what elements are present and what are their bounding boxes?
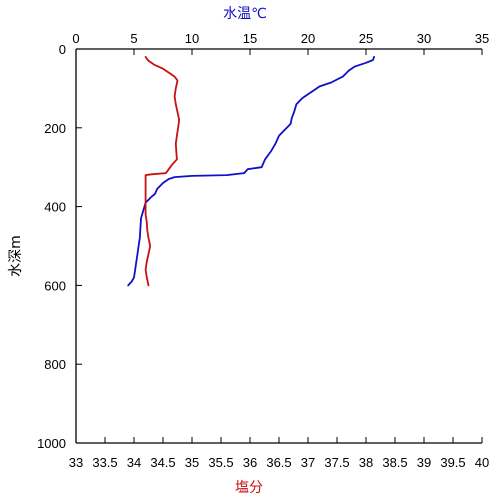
top-tick-label: 15 bbox=[243, 31, 257, 46]
top-axis-title: 水温℃ bbox=[223, 6, 267, 22]
y-tick-label: 0 bbox=[59, 42, 66, 57]
temperature-line bbox=[127, 56, 375, 287]
top-tick-label: 25 bbox=[359, 31, 373, 46]
top-tick-label: 0 bbox=[72, 31, 79, 46]
bottom-tick-label: 38.5 bbox=[382, 455, 407, 470]
top-tick-label: 5 bbox=[130, 31, 137, 46]
tick-labels: 0 200 400 600 800 1000 0 5 10 15 20 25 30 35 33 33.5 34 3… bbox=[37, 31, 489, 470]
bottom-tick-label: 35 bbox=[185, 455, 199, 470]
bottom-tick-label: 39 bbox=[417, 455, 431, 470]
bottom-tick-label: 39.5 bbox=[440, 455, 465, 470]
y-tick-label: 200 bbox=[44, 121, 66, 136]
bottom-tick-label: 36.5 bbox=[266, 455, 291, 470]
bottom-tick-label: 33.5 bbox=[92, 455, 117, 470]
y-tick-label: 800 bbox=[44, 357, 66, 372]
bottom-tick-label: 34 bbox=[127, 455, 141, 470]
axes bbox=[75, 48, 483, 444]
bottom-tick-label: 33 bbox=[69, 455, 83, 470]
salinity-line bbox=[144, 56, 181, 287]
top-tick-label: 20 bbox=[301, 31, 315, 46]
y-axis-title: 水深m bbox=[8, 235, 24, 277]
series bbox=[127, 56, 375, 287]
bottom-tick-label: 37 bbox=[301, 455, 315, 470]
top-tick-label: 30 bbox=[417, 31, 431, 46]
y-tick-label: 600 bbox=[44, 278, 66, 293]
y-tick-label: 400 bbox=[44, 200, 66, 215]
bottom-axis-title: 塩分 bbox=[235, 480, 263, 496]
bottom-tick-label: 35.5 bbox=[208, 455, 233, 470]
bottom-tick-label: 38 bbox=[359, 455, 373, 470]
bottom-tick-label: 34.5 bbox=[150, 455, 175, 470]
bottom-tick-label: 37.5 bbox=[324, 455, 349, 470]
bottom-tick-label: 40 bbox=[475, 455, 489, 470]
top-tick-label: 10 bbox=[185, 31, 199, 46]
bottom-tick-label: 36 bbox=[243, 455, 257, 470]
top-tick-label: 35 bbox=[475, 31, 489, 46]
y-tick-label: 1000 bbox=[37, 436, 66, 451]
